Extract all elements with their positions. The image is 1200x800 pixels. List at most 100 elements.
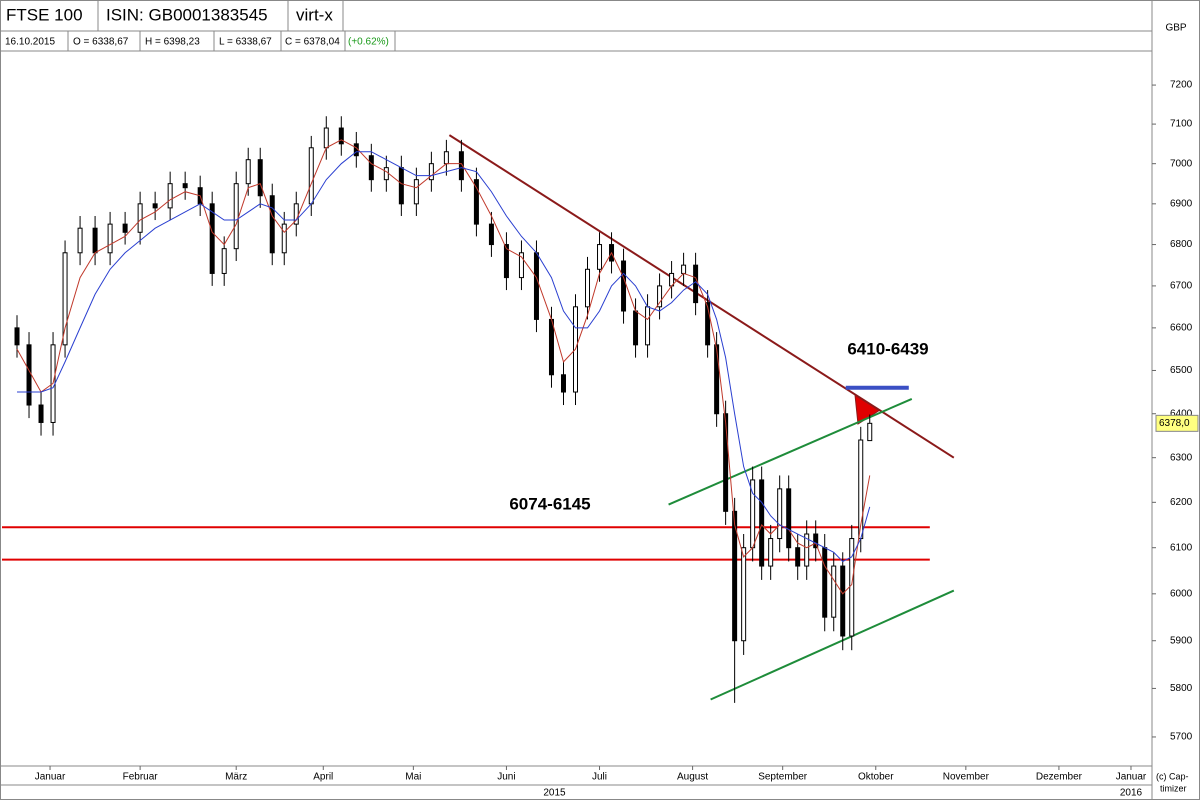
candle-body: [831, 565, 837, 618]
candle-body: [741, 547, 747, 642]
candle-body: [795, 547, 801, 567]
candle-body: [786, 488, 792, 549]
x-tick-label: September: [758, 772, 808, 783]
candle-body: [657, 285, 663, 308]
x-tick-label: Dezember: [1036, 772, 1083, 783]
candle-body: [209, 203, 215, 274]
candle-body: [26, 344, 32, 406]
candle-body: [723, 413, 729, 512]
x-tick-label: Mai: [405, 772, 421, 783]
candle-body: [759, 479, 765, 567]
x-tick-label: Juni: [497, 772, 515, 783]
candle-body: [137, 203, 143, 233]
candle-body: [368, 155, 374, 181]
close: C = 6378,04: [285, 37, 340, 48]
x-tick-label: Februar: [123, 772, 159, 783]
candle-body: [633, 310, 639, 346]
candle-body: [813, 533, 819, 549]
candle-body: [822, 547, 828, 618]
y-tick-label: 6100: [1170, 542, 1193, 553]
candle-body: [585, 268, 591, 308]
copyright: (c) Cap-: [1156, 771, 1189, 781]
x-tick-label: März: [225, 772, 247, 783]
candle-body: [597, 244, 603, 270]
candle-body: [122, 223, 128, 233]
year-label: 2016: [1120, 788, 1143, 799]
date: 16.10.2015: [5, 37, 55, 48]
candle-body: [488, 223, 494, 246]
candle-body: [768, 538, 774, 567]
y-tick-label: 5700: [1170, 732, 1193, 743]
candle-body: [38, 404, 44, 423]
candle-body: [645, 306, 651, 346]
moving-average: [17, 151, 871, 563]
low: L = 6338,67: [219, 37, 272, 48]
symbol: FTSE 100: [6, 5, 83, 24]
candle-body: [338, 127, 344, 145]
x-tick-label: April: [313, 772, 333, 783]
price-tag-label: 6378,0: [1159, 418, 1190, 429]
candle-body: [323, 127, 329, 149]
candle-body: [443, 151, 449, 165]
x-tick-label: Juli: [592, 772, 607, 783]
candle-body: [152, 203, 158, 209]
x-tick-label: Oktober: [858, 772, 894, 783]
candle-body: [221, 248, 227, 274]
candle-body: [560, 374, 566, 393]
year-label: 2015: [543, 788, 566, 799]
candle-body: [518, 252, 524, 279]
y-tick-label: 6400: [1170, 408, 1193, 419]
candle-body: [681, 264, 687, 274]
x-tick-label: November: [943, 772, 990, 783]
candle-body: [732, 510, 738, 642]
candle-body: [383, 167, 389, 181]
candle-body: [167, 183, 173, 209]
price-tag: [1155, 414, 1199, 432]
candle-body: [14, 327, 20, 346]
y-tick-label: 7200: [1170, 80, 1193, 91]
candle-body: [233, 183, 239, 250]
candle-body: [257, 159, 263, 197]
candle-body: [413, 179, 419, 205]
open: O = 6338,67: [73, 37, 129, 48]
y-tick-label: 5800: [1170, 683, 1193, 694]
trend-line: [448, 134, 955, 459]
candle-body: [458, 151, 464, 181]
candle-body: [804, 533, 810, 567]
y-tick-label: 6200: [1170, 497, 1193, 508]
moving-average: [16, 139, 871, 595]
high: H = 6398,23: [145, 37, 200, 48]
x-tick-label: August: [677, 772, 708, 783]
candle-body: [281, 223, 287, 254]
candle-body: [473, 179, 479, 225]
candle-body: [705, 302, 711, 346]
trend-line: [710, 589, 955, 701]
y-tick-label: 6700: [1170, 281, 1193, 292]
x-tick-label: Januar: [35, 772, 66, 783]
y-tick-label: 6300: [1170, 452, 1193, 463]
currency: GBP: [1165, 23, 1186, 34]
y-tick-label: 6800: [1170, 239, 1193, 250]
y-tick-label: 6900: [1170, 198, 1193, 209]
candle-body: [503, 244, 509, 279]
candle-body: [714, 344, 720, 415]
y-tick-label: 6500: [1170, 365, 1193, 376]
annotation: 6074-6145: [509, 494, 590, 513]
y-tick-label: 7100: [1170, 119, 1193, 130]
x-tick-label: Januar: [1116, 772, 1147, 783]
candle-body: [867, 422, 873, 442]
candle-body: [533, 252, 539, 320]
candle-body: [777, 488, 783, 540]
annotation: 6410-6439: [847, 339, 928, 358]
candle-body: [308, 147, 314, 205]
candle-body: [182, 183, 188, 189]
trend-line: [668, 398, 913, 506]
candle-body: [92, 227, 98, 254]
candle-body: [398, 167, 404, 205]
copyright: timizer: [1160, 783, 1187, 793]
candle-body: [840, 565, 846, 637]
candle-body: [62, 252, 68, 346]
y-tick-label: 6000: [1170, 588, 1193, 599]
y-tick-label: 6600: [1170, 323, 1193, 334]
